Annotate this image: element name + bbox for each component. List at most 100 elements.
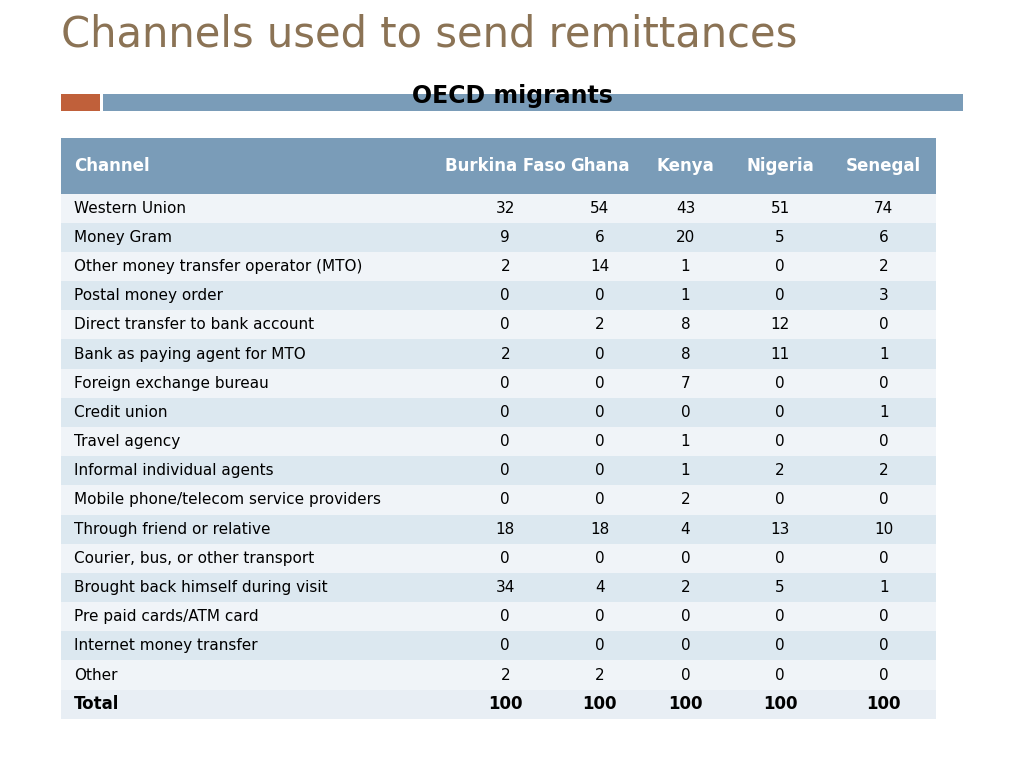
Bar xyxy=(61,660,454,690)
Bar xyxy=(831,660,936,690)
Bar xyxy=(557,456,643,485)
Text: 54: 54 xyxy=(590,200,609,216)
Bar xyxy=(454,602,557,631)
Bar xyxy=(728,281,831,310)
Text: 0: 0 xyxy=(501,609,510,624)
Text: Internet money transfer: Internet money transfer xyxy=(74,638,257,654)
Bar xyxy=(831,281,936,310)
Text: 2: 2 xyxy=(879,259,889,274)
Bar xyxy=(454,398,557,427)
Text: Ghana: Ghana xyxy=(570,157,630,175)
Text: 0: 0 xyxy=(595,405,604,420)
Bar xyxy=(454,252,557,281)
Text: 0: 0 xyxy=(595,346,604,362)
Text: 0: 0 xyxy=(501,492,510,508)
Text: 2: 2 xyxy=(595,667,604,683)
Text: 32: 32 xyxy=(496,200,515,216)
Text: 0: 0 xyxy=(775,405,784,420)
Text: 3: 3 xyxy=(879,288,889,303)
Text: 7: 7 xyxy=(681,376,690,391)
Bar xyxy=(454,138,557,194)
Bar xyxy=(61,456,454,485)
Text: 0: 0 xyxy=(775,667,784,683)
Text: 18: 18 xyxy=(590,521,609,537)
Bar xyxy=(831,427,936,456)
Bar xyxy=(643,398,728,427)
Text: 2: 2 xyxy=(681,580,690,595)
Text: 0: 0 xyxy=(501,405,510,420)
Text: 0: 0 xyxy=(501,376,510,391)
Text: 1: 1 xyxy=(879,346,889,362)
Text: Bank as paying agent for MTO: Bank as paying agent for MTO xyxy=(74,346,305,362)
Bar xyxy=(557,281,643,310)
Text: 11: 11 xyxy=(770,346,790,362)
Text: 0: 0 xyxy=(775,638,784,654)
Text: Credit union: Credit union xyxy=(74,405,167,420)
Text: Through friend or relative: Through friend or relative xyxy=(74,521,270,537)
Text: 12: 12 xyxy=(770,317,790,333)
Text: Nigeria: Nigeria xyxy=(746,157,814,175)
Text: Kenya: Kenya xyxy=(656,157,715,175)
Text: Mobile phone/telecom service providers: Mobile phone/telecom service providers xyxy=(74,492,381,508)
Bar xyxy=(454,281,557,310)
Bar xyxy=(454,485,557,515)
Bar xyxy=(728,252,831,281)
Bar xyxy=(831,398,936,427)
Text: 0: 0 xyxy=(681,609,690,624)
Bar xyxy=(831,515,936,544)
Text: 1: 1 xyxy=(681,259,690,274)
Bar xyxy=(831,369,936,398)
Bar xyxy=(557,398,643,427)
Bar xyxy=(831,194,936,223)
Text: 0: 0 xyxy=(595,288,604,303)
Bar xyxy=(643,138,728,194)
Text: 2: 2 xyxy=(501,346,510,362)
Bar xyxy=(557,310,643,339)
Text: 0: 0 xyxy=(501,434,510,449)
Text: Other: Other xyxy=(74,667,117,683)
Bar xyxy=(728,138,831,194)
Text: Direct transfer to bank account: Direct transfer to bank account xyxy=(74,317,313,333)
Bar xyxy=(61,138,454,194)
Bar xyxy=(61,281,454,310)
Bar xyxy=(831,544,936,573)
Bar xyxy=(61,252,454,281)
Text: 2: 2 xyxy=(501,259,510,274)
Bar xyxy=(557,427,643,456)
Bar xyxy=(454,690,557,719)
Bar xyxy=(643,339,728,369)
Text: 0: 0 xyxy=(879,434,889,449)
Bar xyxy=(643,252,728,281)
Bar xyxy=(557,515,643,544)
Bar xyxy=(454,544,557,573)
Bar xyxy=(557,631,643,660)
Text: 4: 4 xyxy=(595,580,604,595)
Text: 100: 100 xyxy=(488,695,522,713)
Text: 5: 5 xyxy=(775,580,784,595)
Text: 1: 1 xyxy=(879,405,889,420)
Text: 0: 0 xyxy=(879,376,889,391)
Text: 100: 100 xyxy=(583,695,617,713)
Text: Channels used to send remittances: Channels used to send remittances xyxy=(61,14,798,55)
Bar xyxy=(557,573,643,602)
Bar xyxy=(61,339,454,369)
Bar xyxy=(61,690,454,719)
Bar xyxy=(728,194,831,223)
Text: 18: 18 xyxy=(496,521,515,537)
Text: 6: 6 xyxy=(879,230,889,245)
Bar xyxy=(643,602,728,631)
Bar xyxy=(643,456,728,485)
Bar xyxy=(454,660,557,690)
Text: 4: 4 xyxy=(681,521,690,537)
Text: 6: 6 xyxy=(595,230,605,245)
Bar xyxy=(728,427,831,456)
Text: 0: 0 xyxy=(681,667,690,683)
Bar xyxy=(61,194,454,223)
Text: 100: 100 xyxy=(866,695,901,713)
Text: 100: 100 xyxy=(669,695,702,713)
Bar xyxy=(728,223,831,252)
Text: 2: 2 xyxy=(501,667,510,683)
Text: 0: 0 xyxy=(775,376,784,391)
Bar xyxy=(728,369,831,398)
Text: 0: 0 xyxy=(775,609,784,624)
